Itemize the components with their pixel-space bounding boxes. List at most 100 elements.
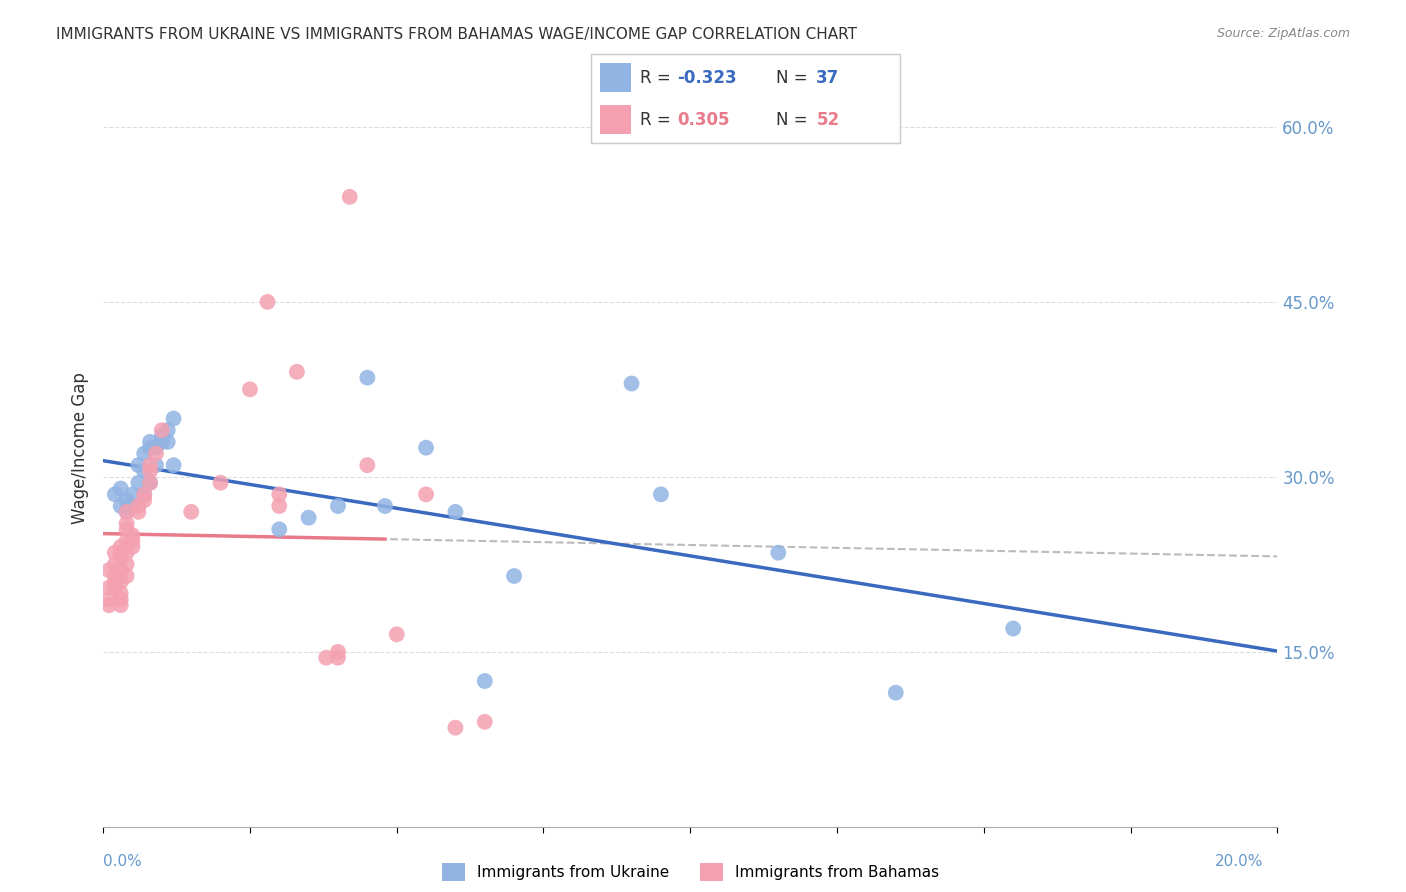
Point	[356, 458, 378, 473]
Point	[110, 586, 132, 600]
Point	[104, 487, 127, 501]
Point	[115, 505, 138, 519]
Point	[150, 429, 173, 443]
Point	[115, 522, 138, 536]
Point	[326, 645, 349, 659]
Point	[121, 528, 143, 542]
Point	[415, 441, 437, 455]
Point	[239, 382, 262, 396]
Text: R =: R =	[640, 111, 676, 128]
Point	[269, 499, 291, 513]
Point	[115, 546, 138, 560]
Point	[134, 487, 156, 501]
Text: N =: N =	[776, 69, 813, 87]
Text: 52: 52	[817, 111, 839, 128]
Point	[444, 721, 467, 735]
Point	[110, 540, 132, 554]
Point	[110, 574, 132, 589]
Point	[134, 446, 156, 460]
Point	[121, 487, 143, 501]
Text: 0.305: 0.305	[678, 111, 730, 128]
Point	[145, 458, 167, 473]
Point	[110, 551, 132, 566]
Point	[150, 434, 173, 449]
Point	[415, 487, 437, 501]
Point	[104, 581, 127, 595]
Point	[156, 434, 179, 449]
Point	[115, 569, 138, 583]
Point	[98, 592, 121, 607]
Text: R =: R =	[640, 69, 676, 87]
Point	[180, 505, 202, 519]
Text: Source: ZipAtlas.com: Source: ZipAtlas.com	[1216, 27, 1350, 40]
Point	[768, 546, 790, 560]
Point	[162, 411, 184, 425]
Text: N =: N =	[776, 111, 813, 128]
Point	[134, 493, 156, 508]
Point	[162, 458, 184, 473]
Point	[127, 458, 149, 473]
Point	[104, 569, 127, 583]
Point	[121, 534, 143, 549]
Point	[115, 505, 138, 519]
Point	[156, 423, 179, 437]
Point	[884, 686, 907, 700]
Point	[115, 558, 138, 572]
Point	[620, 376, 643, 391]
Legend: Immigrants from Ukraine, Immigrants from Bahamas: Immigrants from Ukraine, Immigrants from…	[436, 856, 945, 888]
Text: 20.0%: 20.0%	[1215, 854, 1264, 869]
Point	[139, 475, 162, 490]
Point	[110, 546, 132, 560]
Point	[98, 563, 121, 577]
Point	[127, 499, 149, 513]
Point	[315, 650, 337, 665]
Point	[339, 190, 361, 204]
Point	[150, 423, 173, 437]
Point	[145, 441, 167, 455]
Point	[127, 505, 149, 519]
Point	[269, 522, 291, 536]
Point	[285, 365, 308, 379]
Point	[115, 516, 138, 531]
Point	[110, 563, 132, 577]
Point	[110, 598, 132, 612]
Point	[356, 370, 378, 384]
Point	[110, 499, 132, 513]
Point	[134, 487, 156, 501]
Point	[145, 446, 167, 460]
Point	[104, 574, 127, 589]
Point	[326, 650, 349, 665]
Point	[269, 487, 291, 501]
Text: 37: 37	[817, 69, 839, 87]
Point	[139, 441, 162, 455]
Point	[139, 458, 162, 473]
Point	[121, 499, 143, 513]
Point	[104, 546, 127, 560]
Point	[139, 475, 162, 490]
Point	[139, 464, 162, 478]
Point	[209, 475, 232, 490]
Point	[385, 627, 408, 641]
Point	[115, 534, 138, 549]
Point	[134, 464, 156, 478]
Point	[104, 558, 127, 572]
Text: -0.323: -0.323	[678, 69, 737, 87]
Point	[256, 294, 278, 309]
Point	[474, 673, 496, 688]
Point	[127, 475, 149, 490]
Point	[444, 505, 467, 519]
Point	[110, 592, 132, 607]
Y-axis label: Wage/Income Gap: Wage/Income Gap	[72, 372, 89, 524]
Point	[121, 540, 143, 554]
Point	[374, 499, 396, 513]
Point	[474, 714, 496, 729]
Point	[98, 581, 121, 595]
Text: 0.0%: 0.0%	[103, 854, 142, 869]
Point	[326, 499, 349, 513]
Point	[298, 510, 321, 524]
Point	[115, 493, 138, 508]
FancyBboxPatch shape	[600, 105, 631, 134]
Point	[110, 482, 132, 496]
Text: IMMIGRANTS FROM UKRAINE VS IMMIGRANTS FROM BAHAMAS WAGE/INCOME GAP CORRELATION C: IMMIGRANTS FROM UKRAINE VS IMMIGRANTS FR…	[56, 27, 858, 42]
Point	[1002, 622, 1025, 636]
